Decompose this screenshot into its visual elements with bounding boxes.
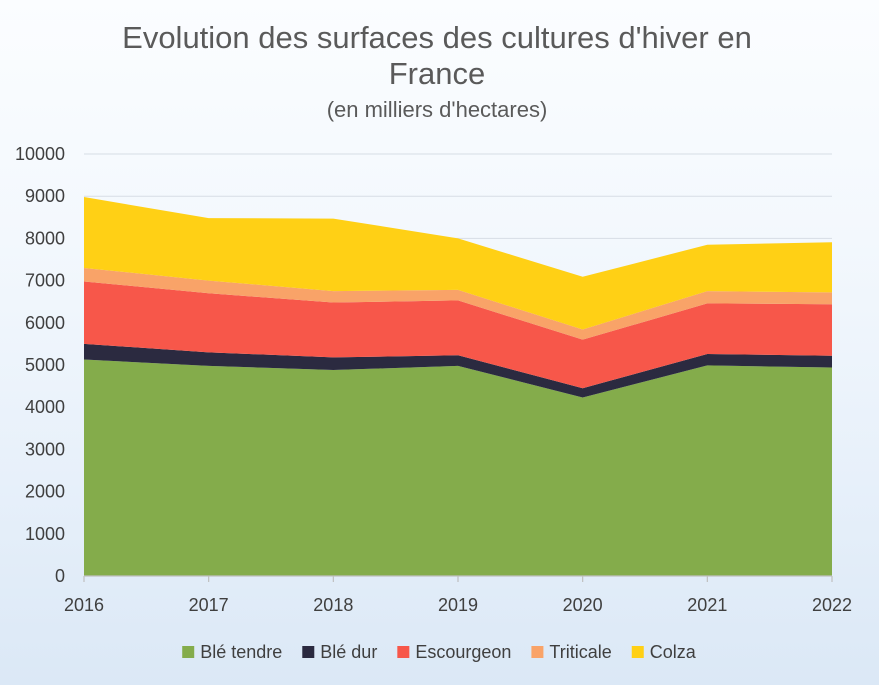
x-tick-label-2022: 2022	[812, 595, 852, 615]
y-tick-label-2000: 2000	[25, 482, 65, 502]
area-series-group	[84, 197, 832, 576]
y-tick-label-6000: 6000	[25, 313, 65, 333]
axes	[83, 575, 833, 582]
x-axis-tick-labels: 2016 2017 2018 2019 2020 2021 2022	[64, 595, 852, 615]
area-series-escourgeon	[84, 281, 832, 389]
y-tick-label-7000: 7000	[25, 271, 65, 291]
legend-label-colza: Colza	[650, 642, 697, 662]
legend-swatch-escourgeon	[397, 646, 410, 658]
legend: Blé tendre Blé dur Escourgeon Triticale Colz…	[182, 642, 697, 662]
legend-item-triticale: Triticale	[531, 642, 612, 662]
x-tick-label-2017: 2017	[189, 595, 229, 615]
legend-label-escourgeon: Escourgeon	[415, 642, 511, 662]
legend-label-triticale: Triticale	[549, 642, 611, 662]
legend-label-ble-dur: Blé dur	[320, 642, 377, 662]
area-series-triticale	[84, 267, 832, 340]
chart-subtitle: (en milliers d'hectares)	[327, 97, 548, 122]
y-tick-label-3000: 3000	[25, 439, 65, 459]
area-series-ble-dur	[84, 343, 832, 398]
x-tick-label-2018: 2018	[313, 595, 353, 615]
area-series-colza	[84, 197, 832, 330]
legend-item-escourgeon: Escourgeon	[397, 642, 511, 662]
legend-label-ble-tendre: Blé tendre	[200, 642, 282, 662]
legend-swatch-triticale	[531, 646, 544, 658]
y-tick-label-10000: 10000	[15, 144, 65, 164]
legend-item-ble-dur: Blé dur	[302, 642, 377, 662]
legend-swatch-ble-dur	[302, 646, 315, 658]
y-tick-label-4000: 4000	[25, 397, 65, 417]
area-series-ble-tendre	[84, 359, 832, 576]
y-axis-tick-labels: 0 1000 2000 3000 4000 5000 6000 7000 8000 9000 100…	[15, 144, 65, 586]
y-tick-label-0: 0	[55, 566, 65, 586]
legend-item-ble-tendre: Blé tendre	[182, 642, 282, 662]
x-tick-label-2020: 2020	[563, 595, 603, 615]
x-tick-label-2021: 2021	[687, 595, 727, 615]
y-tick-label-8000: 8000	[25, 228, 65, 248]
legend-swatch-ble-tendre	[182, 646, 195, 658]
y-tick-label-1000: 1000	[25, 524, 65, 544]
y-tick-label-5000: 5000	[25, 355, 65, 375]
legend-swatch-colza	[631, 646, 644, 658]
y-tick-label-9000: 9000	[25, 186, 65, 206]
x-tick-label-2016: 2016	[64, 595, 104, 615]
chart-title-line2: France	[389, 56, 485, 91]
x-tick-label-2019: 2019	[438, 595, 478, 615]
legend-item-colza: Colza	[631, 642, 697, 662]
chart-title-line1: Evolution des surfaces des cultures d'hi…	[122, 20, 752, 55]
